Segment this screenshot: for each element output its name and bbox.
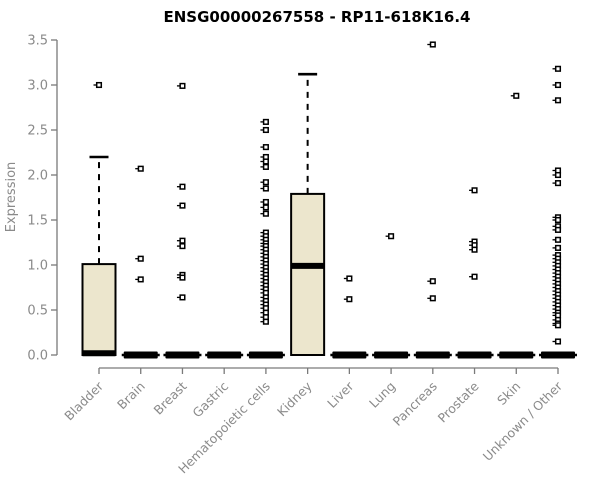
outlier-point-pancreas — [429, 295, 436, 302]
collapsed-box-lung — [374, 351, 409, 359]
x-tick-label-breast: Breast — [151, 378, 190, 417]
y-tick-label: 2.5 — [27, 124, 48, 139]
outlier-point-unknown-other — [554, 244, 562, 251]
outlier-point-breast — [179, 294, 186, 301]
outlier-point-breast — [179, 274, 186, 281]
x-tick-label-prostate: Prostate — [435, 378, 482, 425]
y-tick-label: 0.0 — [27, 349, 48, 364]
x-tick-label-unknown-other: Unknown / Other — [480, 378, 566, 464]
collapsed-box-prostate — [457, 351, 492, 359]
outlier-point-unknown-other — [554, 236, 562, 243]
outlier-point-unknown-other — [554, 216, 562, 224]
outlier-point-breast — [179, 82, 186, 89]
outlier-point-hematopoietic-cells — [262, 179, 269, 186]
box-bladder — [81, 263, 117, 357]
outlier-point-prostate — [471, 246, 478, 253]
x-tick-label-kidney: Kidney — [274, 378, 315, 419]
x-tick-label-skin: Skin — [494, 379, 523, 408]
outlier-point-breast — [179, 183, 186, 190]
outlier-point-pancreas — [429, 41, 436, 48]
outlier-point-hematopoietic-cells — [262, 185, 269, 192]
y-tick-label: 3.5 — [27, 34, 48, 49]
outlier-point-brain — [137, 255, 144, 262]
outlier-point-prostate — [471, 187, 478, 194]
collapsed-box-pancreas — [415, 351, 450, 359]
collapsed-box-unknown-other — [540, 351, 575, 359]
x-tick-label-gastric: Gastric — [189, 378, 231, 420]
outlier-point-brain — [137, 165, 144, 172]
collapsed-box-breast — [165, 351, 200, 359]
y-tick-label: 3.0 — [27, 79, 48, 94]
outlier-point-hematopoietic-cells — [262, 198, 269, 206]
outlier-point-unknown-other — [554, 322, 562, 329]
outlier-point-liver — [346, 275, 353, 282]
y-axis-title: Expression — [4, 162, 19, 233]
outlier-point-liver — [346, 296, 353, 303]
outlier-point-hematopoietic-cells — [262, 204, 269, 211]
x-tick-label-pancreas: Pancreas — [390, 379, 440, 429]
outlier-point-pancreas — [429, 278, 436, 285]
outlier-point-unknown-other — [554, 81, 562, 89]
outlier-point-brain — [137, 276, 144, 283]
y-tick-label: 0.5 — [27, 304, 48, 319]
outlier-point-breast — [179, 202, 186, 209]
y-tick-label: 1.0 — [27, 259, 48, 274]
box-kidney — [290, 192, 326, 356]
x-tick-label-bladder: Bladder — [61, 378, 106, 423]
outlier-point-prostate — [471, 273, 478, 280]
outlier-point-unknown-other — [554, 180, 562, 187]
outlier-point-hematopoietic-cells — [262, 158, 269, 165]
outlier-point-hematopoietic-cells — [262, 118, 269, 125]
outlier-point-unknown-other — [554, 226, 562, 233]
outlier-point-bladder — [95, 81, 103, 89]
outlier-point-hematopoietic-cells — [262, 318, 269, 325]
outlier-point-unknown-other — [554, 171, 562, 179]
outlier-point-unknown-other — [554, 97, 562, 104]
outlier-point-breast — [179, 243, 186, 250]
outlier-point-hematopoietic-cells — [262, 210, 269, 217]
x-tick-label-lung: Lung — [366, 379, 398, 411]
collapsed-box-liver — [332, 351, 367, 359]
chart-title: ENSG00000267558 - RP11-618K16.4 — [163, 8, 471, 26]
collapsed-box-gastric — [207, 351, 242, 359]
outlier-point-skin — [513, 92, 520, 99]
outlier-point-lung — [388, 233, 395, 240]
x-tick-label-liver: Liver — [324, 378, 357, 411]
y-tick-label: 1.5 — [27, 214, 48, 229]
outlier-point-hematopoietic-cells — [262, 144, 269, 151]
x-tick-label-brain: Brain — [114, 379, 148, 413]
collapsed-box-brain — [123, 351, 158, 359]
outlier-point-hematopoietic-cells — [262, 163, 269, 170]
outlier-point-breast — [179, 237, 186, 244]
outlier-point-unknown-other — [554, 65, 562, 72]
outlier-point-hematopoietic-cells — [262, 126, 269, 134]
y-tick-label: 2.0 — [27, 169, 48, 184]
collapsed-box-skin — [499, 351, 534, 359]
outlier-point-unknown-other — [554, 338, 562, 345]
collapsed-box-hematopoietic-cells — [248, 351, 283, 359]
